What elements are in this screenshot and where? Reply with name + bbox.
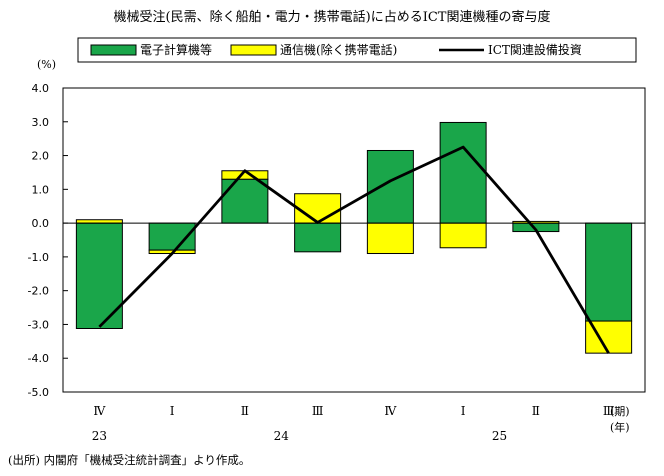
x-unit-year: (年)	[610, 420, 630, 434]
bar-telecom-5	[439, 222, 487, 249]
legend-frame	[77, 37, 637, 63]
x-category-label: Ⅰ	[170, 404, 175, 418]
y-tick-label: -2.0	[28, 285, 49, 298]
x-category-label: Ⅳ	[93, 404, 106, 418]
y-tick-label: 1.0	[32, 183, 50, 196]
line-ict-investment	[98, 145, 610, 354]
y-tick-label: -4.0	[28, 352, 49, 365]
y-tick-label: 0.0	[32, 217, 50, 230]
x-category-label: Ⅲ	[603, 404, 615, 418]
bar-telecom-4	[366, 222, 414, 255]
source-note: (出所) 内閣府「機械受注統計調査」より作成。	[8, 453, 251, 467]
x-category-label: Ⅲ	[312, 404, 324, 418]
bar-telecom-0	[75, 219, 123, 224]
y-tick-label: -3.0	[28, 318, 49, 331]
legend-label-1: 通信機(除く携帯電話)	[280, 42, 397, 57]
legend-swatch-1	[230, 44, 277, 56]
x-year-label: 25	[492, 429, 507, 443]
bar-computers-5	[439, 121, 487, 224]
legend-label-2: ICT関連設備投資	[488, 42, 582, 57]
bar-computers-3	[294, 222, 342, 253]
x-category-label: Ⅰ	[461, 404, 466, 418]
bar-computers-7	[585, 222, 633, 322]
x-year-label: 24	[274, 429, 290, 443]
y-tick-label: 2.0	[32, 150, 50, 163]
x-unit-quarter: (期)	[610, 405, 630, 418]
y-tick-label: -1.0	[28, 251, 49, 264]
x-category-label: Ⅳ	[384, 404, 397, 418]
bar-computers-0	[75, 222, 123, 329]
legend-label-0: 電子計算機等	[140, 42, 212, 57]
y-tick-label: 4.0	[32, 82, 50, 95]
legend-swatch-0	[90, 44, 137, 56]
x-category-label: Ⅱ	[241, 404, 249, 418]
x-year-label: 23	[92, 429, 107, 443]
bar-computers-4	[366, 149, 414, 224]
y-unit-label: (%)	[37, 58, 56, 71]
bar-telecom-3	[294, 193, 342, 224]
plot-frame	[62, 87, 646, 393]
y-tick-label: 3.0	[32, 116, 50, 129]
chart-title: 機械受注(民需、除く船舶・電力・携帯電話)に占めるICT関連機種の寄与度	[113, 10, 551, 25]
x-category-label: Ⅱ	[532, 404, 540, 418]
y-tick-label: -5.0	[28, 386, 49, 399]
bar-computers-2	[221, 178, 269, 224]
